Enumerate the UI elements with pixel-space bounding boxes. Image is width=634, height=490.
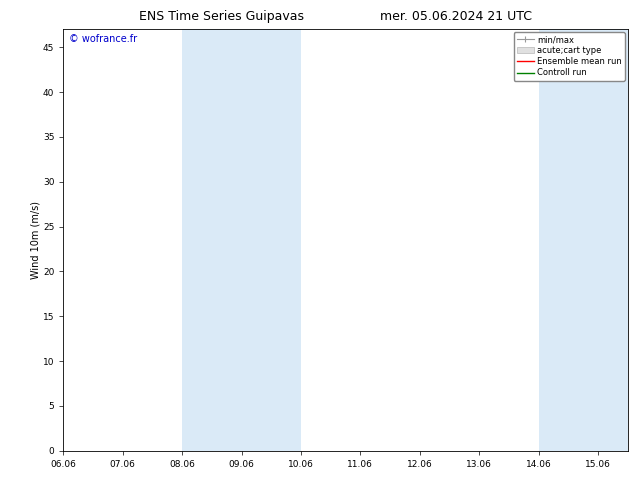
Legend: min/max, acute;cart type, Ensemble mean run, Controll run: min/max, acute;cart type, Ensemble mean … (514, 32, 625, 81)
Bar (538, 29, 628, 451)
Text: mer. 05.06.2024 21 UTC: mer. 05.06.2024 21 UTC (380, 10, 533, 23)
Text: ENS Time Series Guipavas: ENS Time Series Guipavas (139, 10, 304, 23)
Bar (182, 29, 301, 451)
Y-axis label: Wind 10m (m/s): Wind 10m (m/s) (30, 201, 40, 279)
Text: © wofrance.fr: © wofrance.fr (69, 34, 137, 44)
